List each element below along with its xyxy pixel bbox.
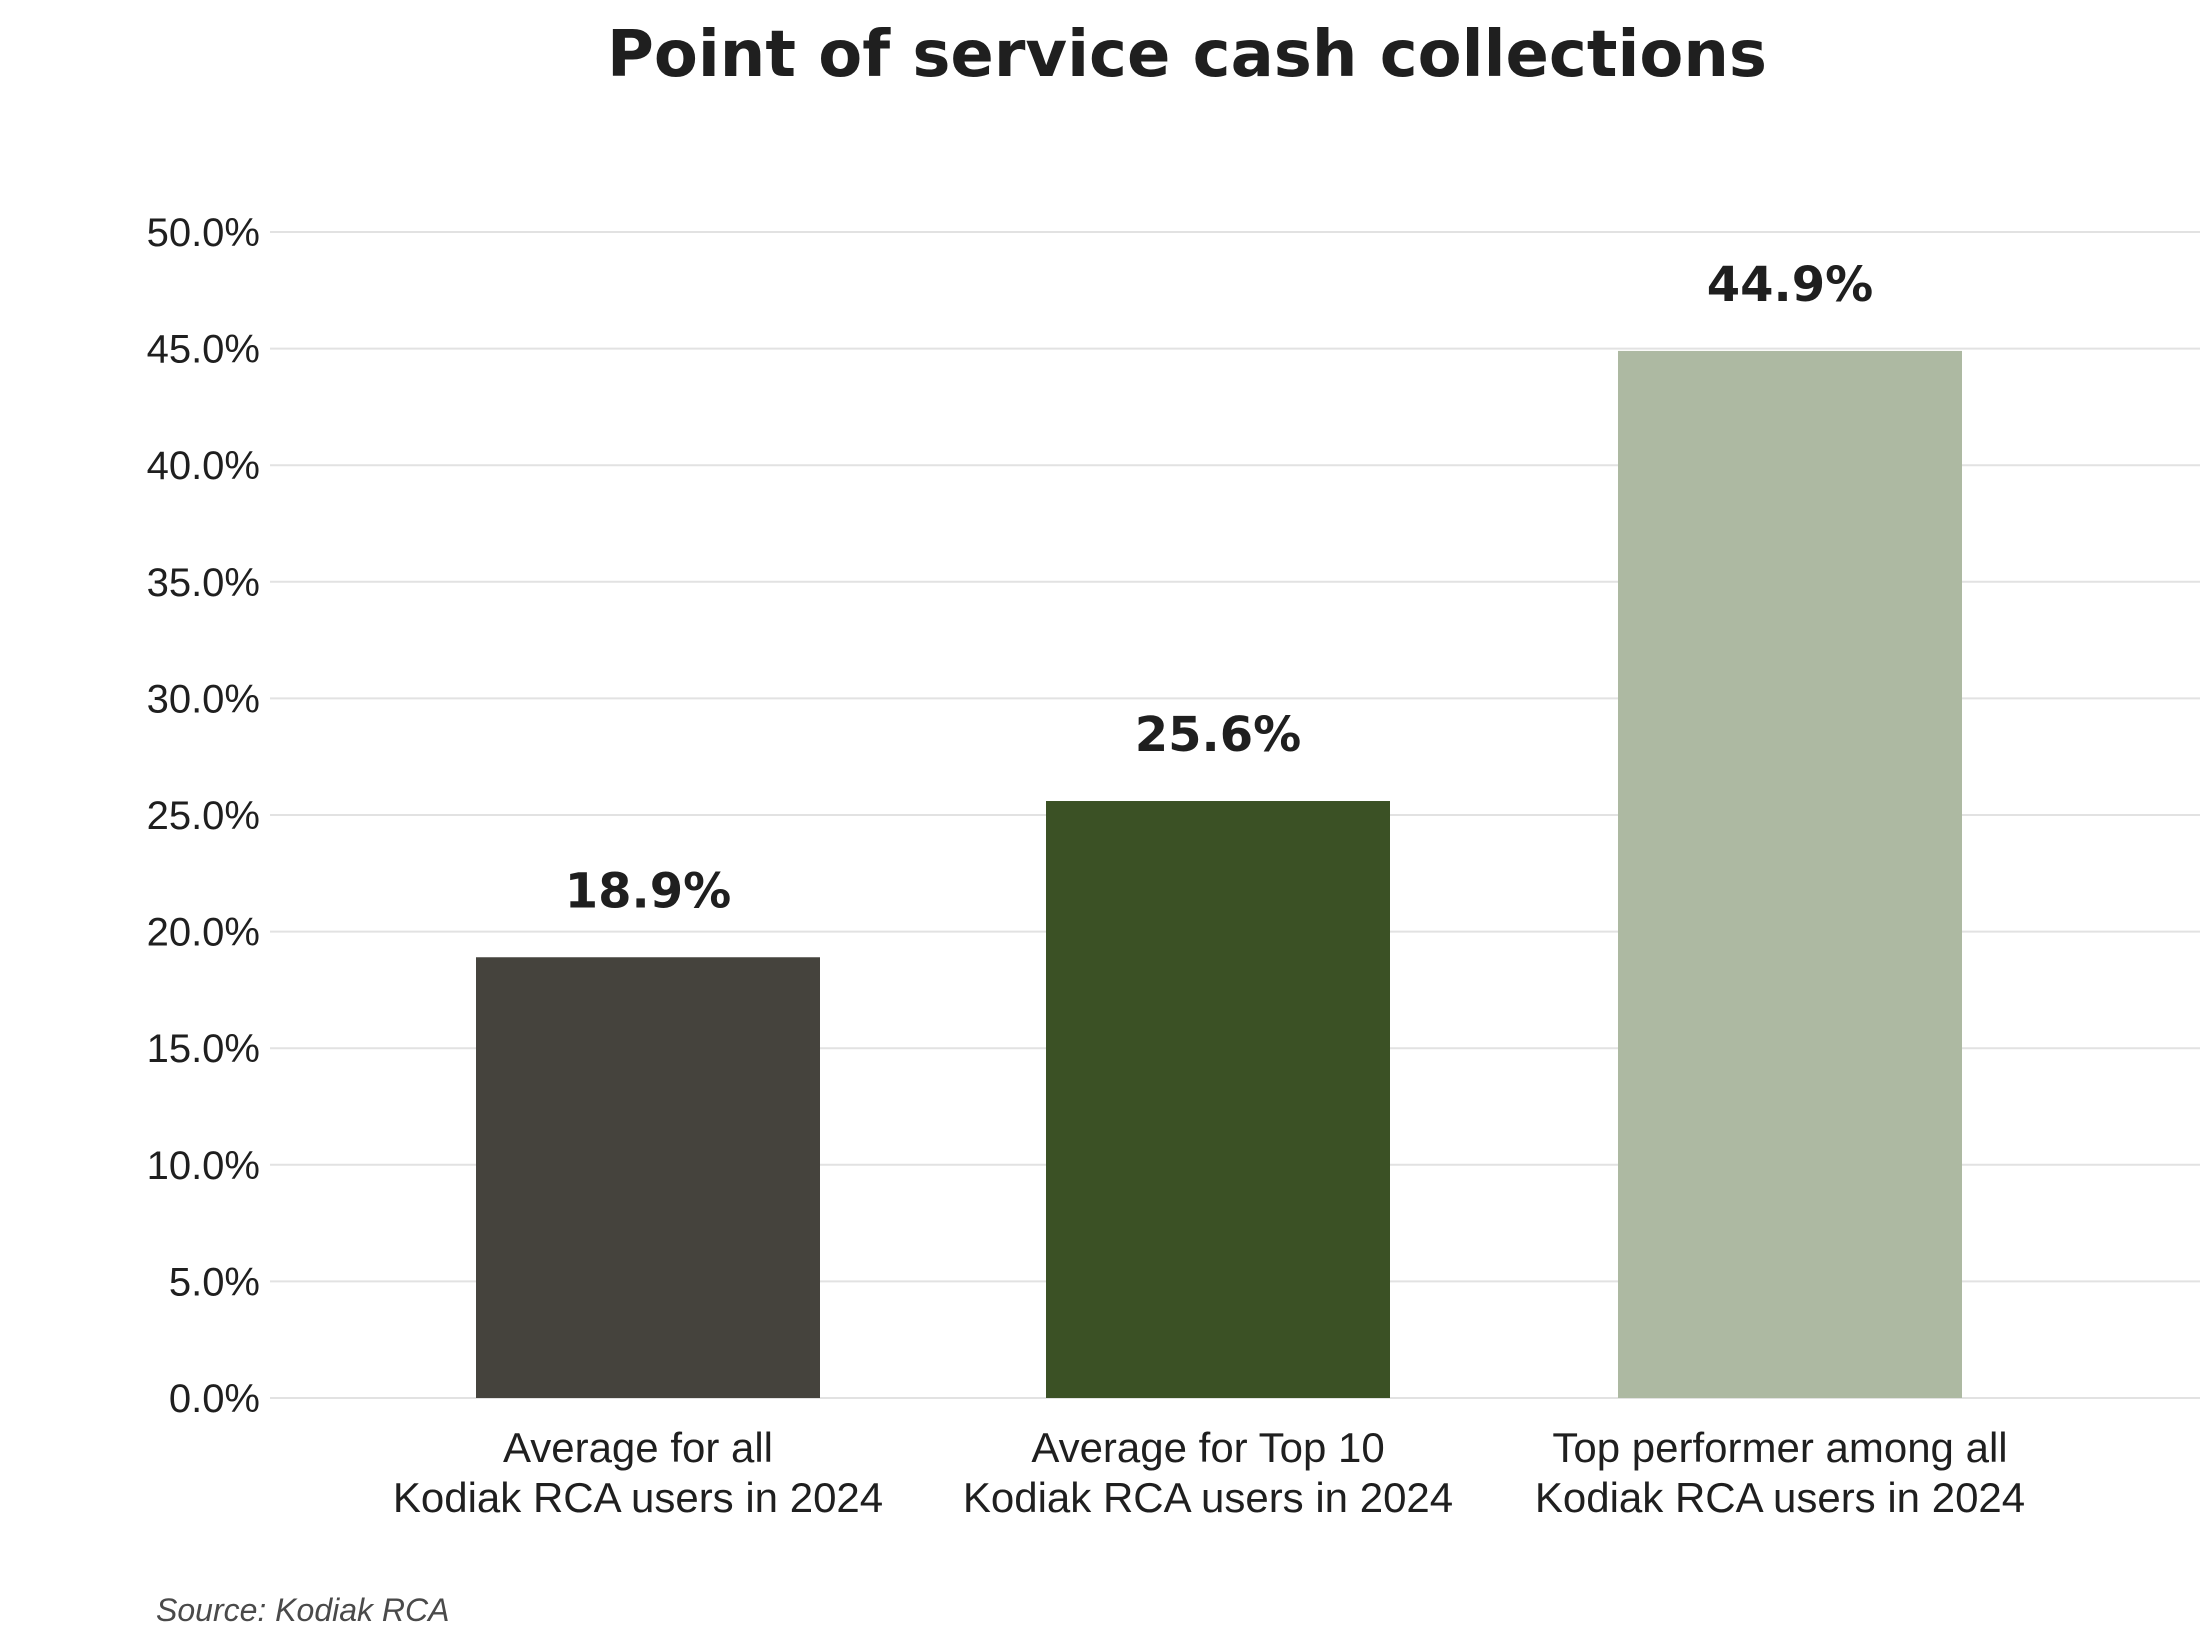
y-tick-label: 30.0%	[147, 677, 260, 721]
y-tick-label: 40.0%	[147, 444, 260, 488]
data-label: 18.9%	[565, 863, 732, 919]
chart-title: Point of service cash collections	[606, 18, 1768, 92]
x-tick-label: Average for Top 10	[1031, 1424, 1384, 1471]
y-axis-ticks: 0.0% 5.0% 10.0% 15.0% 20.0% 25.0% 30.0% 35.0% 40…	[147, 211, 260, 1421]
bars	[476, 350, 1962, 1398]
x-tick-label: Kodiak RCA users in 2024	[393, 1474, 883, 1521]
bar	[1046, 801, 1390, 1398]
bar	[1618, 350, 1962, 1398]
x-tick-label: Average for all	[503, 1424, 773, 1471]
x-tick-label: Kodiak RCA users in 2024	[1535, 1474, 2025, 1521]
data-label: 44.9%	[1707, 257, 1874, 313]
x-tick-label: Top performer among all	[1552, 1424, 2007, 1471]
y-tick-label: 15.0%	[147, 1027, 260, 1071]
y-tick-label: 10.0%	[147, 1144, 260, 1188]
y-tick-label: 25.0%	[147, 794, 260, 838]
data-labels: 18.9% 25.6% 44.9%	[565, 257, 1874, 919]
y-tick-label: 20.0%	[147, 911, 260, 955]
y-tick-label: 5.0%	[169, 1260, 260, 1304]
y-tick-label: 45.0%	[147, 328, 260, 372]
x-tick-label: Kodiak RCA users in 2024	[963, 1474, 1453, 1521]
source-note: Source: Kodiak RCA	[156, 1592, 450, 1628]
data-label: 25.6%	[1135, 707, 1302, 763]
y-tick-label: 0.0%	[169, 1377, 260, 1421]
y-tick-label: 35.0%	[147, 561, 260, 605]
y-tick-label: 50.0%	[147, 211, 260, 255]
bar	[476, 957, 820, 1398]
